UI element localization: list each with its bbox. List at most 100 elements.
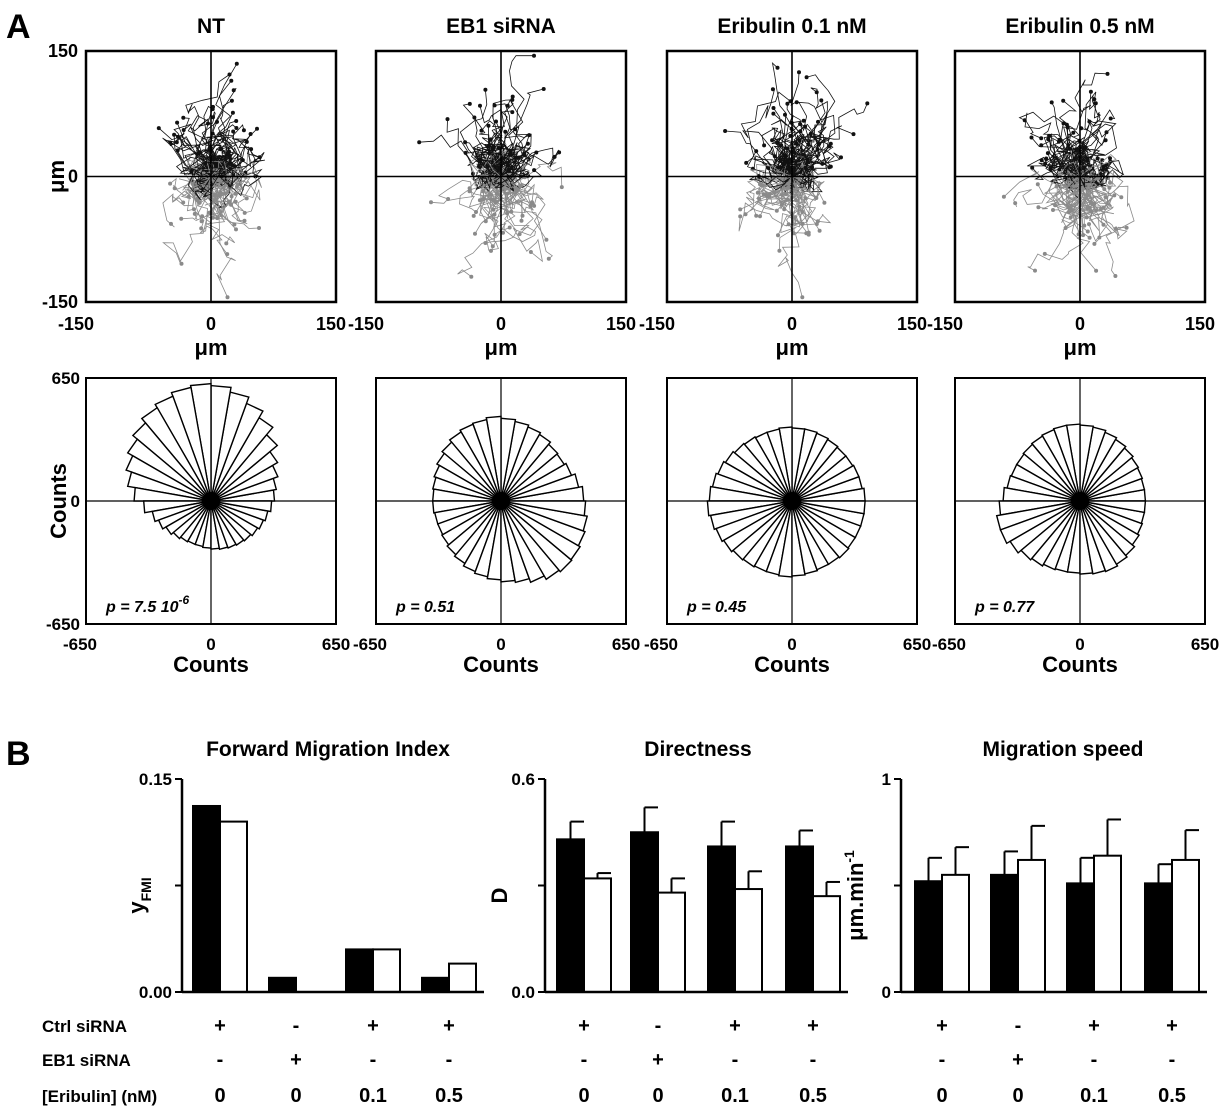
p-value-label: p = 0.45 <box>686 599 747 616</box>
track-endpoint <box>197 150 201 155</box>
bar <box>268 976 297 993</box>
track-endpoint <box>227 72 232 77</box>
trajectory-track <box>482 176 518 210</box>
trajectory-title: Eribulin 0.5 nM <box>1005 15 1154 38</box>
track-endpoint <box>1092 97 1097 102</box>
track-endpoint <box>181 200 186 205</box>
trajectory-track <box>479 105 505 177</box>
track-endpoint <box>494 119 498 124</box>
trajectory-track <box>1079 176 1135 231</box>
trajectory-track <box>169 176 212 190</box>
trajectory-track <box>1079 153 1117 207</box>
track-endpoint <box>1092 201 1097 206</box>
track-endpoint <box>1061 98 1066 103</box>
x-axis-label: μm <box>775 335 808 360</box>
track-endpoint <box>1065 125 1070 130</box>
trajectory-track <box>179 149 232 177</box>
rose-panel-3: p = 0.45 -650 0 650 Counts <box>644 377 931 677</box>
trajectory-track <box>500 150 537 177</box>
x-tick-label: 0 <box>1075 314 1085 334</box>
trajectory-track <box>205 176 236 244</box>
track-endpoint <box>1101 222 1106 227</box>
conditions-value: + <box>807 1015 819 1037</box>
y-axis-label: Counts <box>46 463 71 539</box>
trajectory-track <box>500 176 553 260</box>
track-endpoint <box>755 190 760 195</box>
trajectory-title: EB1 siRNA <box>446 15 556 38</box>
track-endpoint <box>1063 226 1068 230</box>
track-endpoint <box>234 227 238 232</box>
track-endpoint <box>525 141 530 146</box>
track-endpoint <box>520 213 525 218</box>
track-endpoint <box>257 226 261 230</box>
y-axis-label: μm <box>44 160 69 193</box>
trajectory-track <box>208 176 235 225</box>
track-endpoint <box>501 230 505 235</box>
trajectory-track <box>745 158 795 191</box>
rose-panel-4: p = 0.77 -650 0 650 Counts <box>932 377 1219 677</box>
rose-wedge <box>791 500 866 515</box>
trajectory-frame <box>84 49 338 304</box>
y-tick-label: 650 <box>52 369 80 388</box>
track-endpoint <box>1054 184 1059 189</box>
track-endpoint <box>1087 222 1091 227</box>
trajectory-track <box>1067 169 1107 204</box>
trajectory-track <box>210 172 258 199</box>
x-tick-label: 650 <box>322 635 350 654</box>
y-tick-label: 0 <box>68 167 78 187</box>
track-endpoint <box>1049 100 1054 105</box>
track-endpoint <box>1001 194 1006 199</box>
track-endpoint <box>223 191 228 196</box>
trajectory-track <box>1079 158 1125 187</box>
trajectory-frame <box>665 49 919 304</box>
track-endpoint <box>179 261 184 266</box>
track-endpoint <box>510 110 515 115</box>
track-endpoint <box>775 141 780 145</box>
y-axis-label: yFMI <box>124 877 154 913</box>
track-endpoint <box>770 87 775 92</box>
y-tick-label: 0.6 <box>511 770 535 789</box>
track-endpoint <box>794 100 799 105</box>
trajectory-track <box>791 175 823 193</box>
track-endpoint <box>469 274 474 279</box>
conditions-value: - <box>1015 1015 1022 1037</box>
trajectory-track <box>1041 139 1081 182</box>
track-endpoint <box>530 200 534 205</box>
conditions-row-label: EB1 siRNA <box>42 1051 131 1070</box>
trajectory-track <box>492 176 544 207</box>
x-tick-label: -150 <box>58 314 94 334</box>
track-endpoint <box>814 196 819 200</box>
track-endpoint <box>779 143 784 148</box>
trajectory-track <box>756 164 793 186</box>
track-endpoint <box>467 186 472 191</box>
trajectory-track <box>779 150 798 177</box>
track-endpoint <box>231 88 236 93</box>
track-endpoint <box>491 144 496 149</box>
bar <box>583 877 612 994</box>
trajectory-track <box>468 160 502 189</box>
track-endpoint <box>1013 201 1018 206</box>
conditions-value: + <box>367 1015 379 1037</box>
track-endpoint <box>1105 71 1110 76</box>
trajectory-frame <box>374 49 628 304</box>
trajectory-track <box>493 169 517 189</box>
bar <box>734 888 763 993</box>
x-tick-label: 0 <box>787 314 797 334</box>
track-endpoint <box>463 150 468 155</box>
trajectory-track <box>1060 123 1087 188</box>
trajectory-track <box>740 176 793 210</box>
conditions-value: 0.5 <box>435 1085 463 1107</box>
track-endpoint <box>816 119 820 124</box>
trajectory-tracks <box>417 53 564 279</box>
trajectory-track <box>1066 140 1090 177</box>
conditions-value: - <box>581 1049 588 1071</box>
y-tick-label: 0 <box>882 983 891 1002</box>
trajectory-tracks <box>156 61 265 300</box>
x-tick-label: 150 <box>606 314 636 334</box>
track-endpoint <box>216 178 221 183</box>
rose-center <box>202 492 220 510</box>
conditions-value: + <box>652 1049 664 1071</box>
track-endpoint <box>1119 195 1124 200</box>
y-tick-label: 0.00 <box>139 983 172 1002</box>
x-tick-label: 150 <box>316 314 346 334</box>
